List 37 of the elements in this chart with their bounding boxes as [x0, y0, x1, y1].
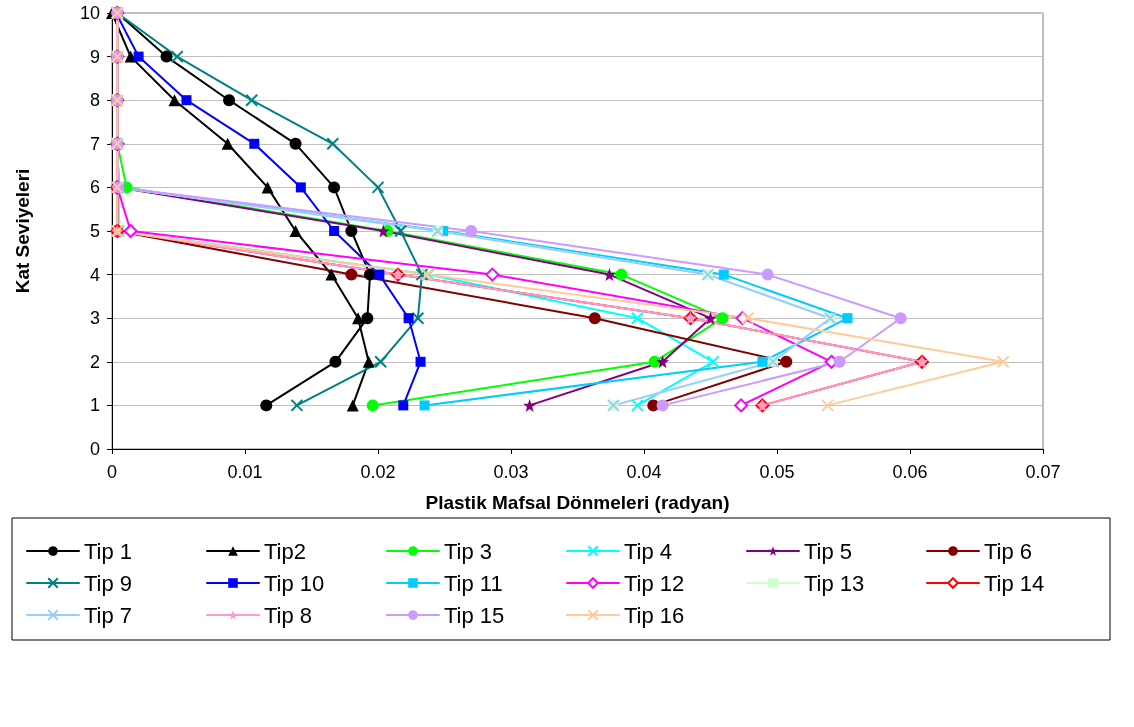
y-tick-label: 5	[89, 221, 100, 241]
legend-label: Tip 10	[264, 570, 325, 596]
legend-label: Tip 9	[84, 570, 133, 596]
legend-label: Tip 5	[804, 538, 853, 564]
y-tick-label: 7	[89, 133, 100, 154]
x-tick-label: 0.03	[493, 462, 529, 482]
x-tick-label: 0.05	[759, 462, 795, 482]
legend-label: Tip 16	[624, 602, 685, 628]
legend-label: Tip 14	[984, 570, 1045, 596]
legend-label: Tip 13	[804, 570, 865, 596]
legend-label: Tip2	[264, 538, 306, 564]
legend-label: Tip 3	[444, 538, 493, 564]
y-tick-label: 6	[89, 177, 100, 198]
y-tick-label: 2	[89, 351, 100, 372]
x-tick-label: 0.02	[360, 462, 396, 482]
legend-label: Tip 4	[624, 538, 673, 564]
y-tick-label: 8	[89, 90, 100, 111]
legend-label: Tip 8	[264, 602, 313, 628]
y-tick-label: 4	[89, 264, 100, 285]
legend-label: Tip 6	[984, 538, 1033, 564]
x-tick-label: 0	[106, 462, 118, 482]
y-tick-label: 1	[89, 395, 100, 416]
x-tick-label: 0.06	[892, 462, 928, 482]
x-tick-label: 0.01	[227, 462, 263, 482]
legend-label: Tip 15	[444, 602, 505, 628]
x-axis-title: Plastik Mafsal Dönmeleri (radyan)	[425, 492, 730, 513]
x-tick-label: 0.04	[626, 462, 662, 482]
legend-label: Tip 7	[84, 602, 133, 628]
y-tick-label: 0	[89, 439, 100, 459]
x-tick-label: 0.07	[1025, 462, 1061, 482]
legend-label: Tip 1	[84, 538, 133, 564]
y-tick-label: 3	[89, 308, 100, 329]
y-axis-title: Kat Seviyeleri	[12, 168, 33, 294]
y-tick-label: 9	[89, 46, 100, 67]
legend-label: Tip 11	[444, 570, 503, 596]
y-tick-label: 10	[79, 3, 100, 23]
legend-label: Tip 12	[624, 570, 685, 596]
